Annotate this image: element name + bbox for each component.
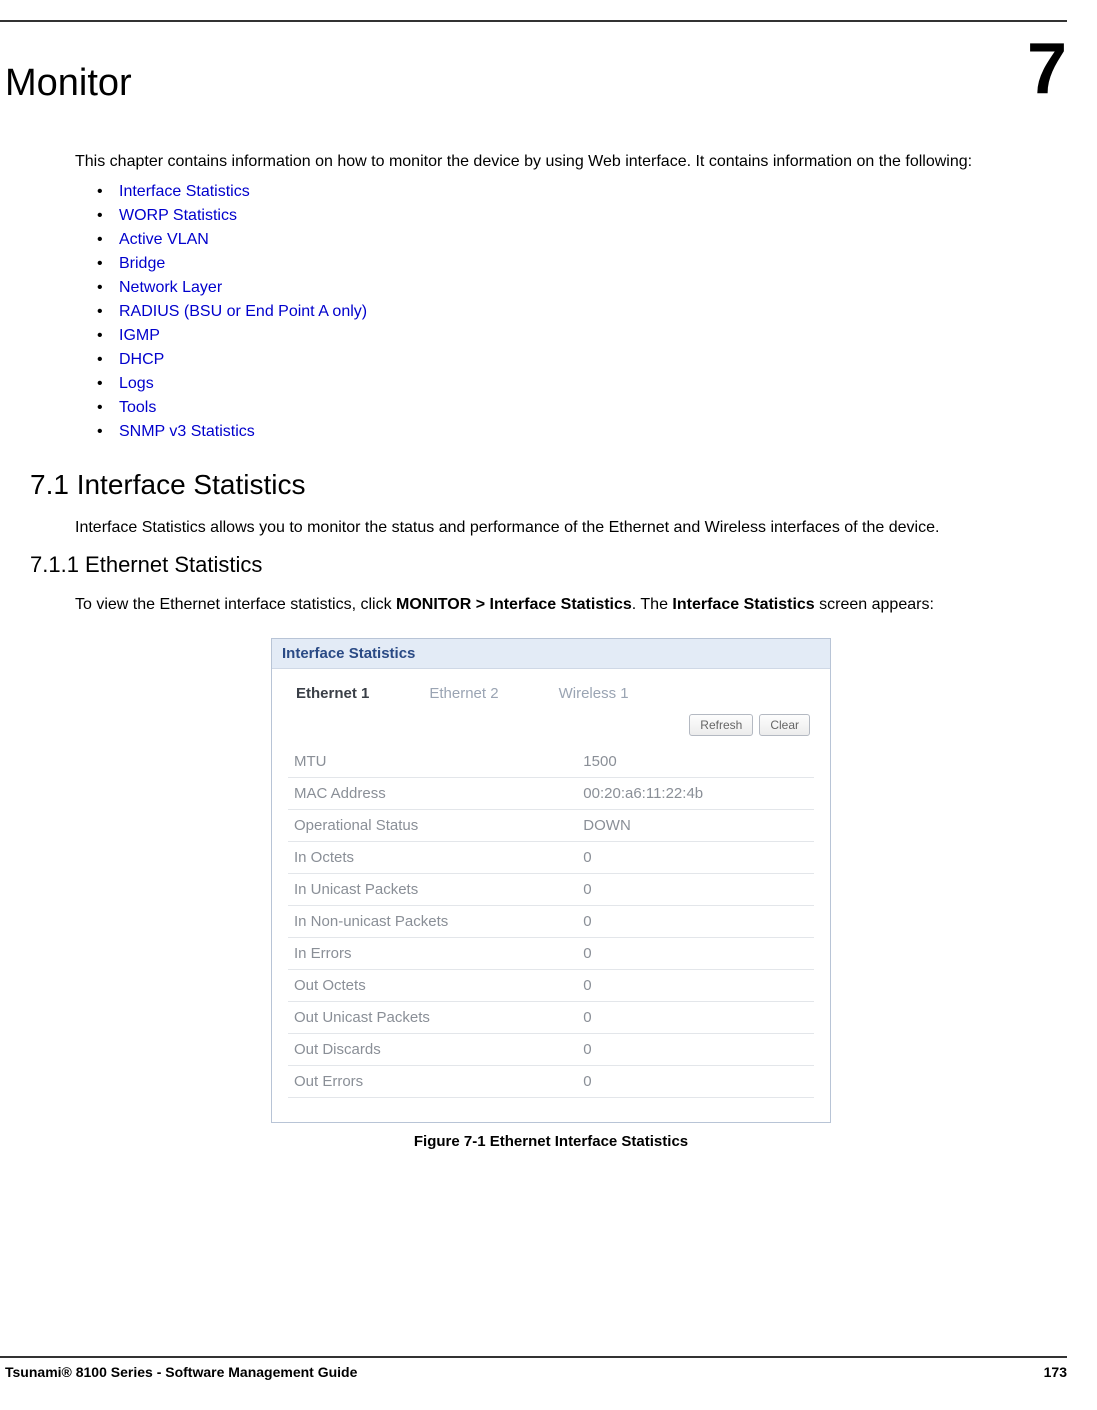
stat-label-operational-status: Operational Status: [288, 809, 577, 841]
table-row: Out Unicast Packets0: [288, 1001, 814, 1033]
section-7-1-text: Interface Statistics allows you to monit…: [75, 517, 1027, 539]
stat-label-out-unicast-packets: Out Unicast Packets: [288, 1001, 577, 1033]
section-7-1-1-text: To view the Ethernet interface statistic…: [75, 594, 1027, 616]
stat-val-operational-status: DOWN: [577, 809, 814, 841]
toc-link-worp-statistics[interactable]: WORP Statistics: [119, 207, 237, 224]
toc-link-igmp[interactable]: IGMP: [119, 327, 160, 344]
interface-statistics-panel: Interface Statistics Ethernet 1 Ethernet…: [271, 638, 831, 1123]
toc-link-network-layer[interactable]: Network Layer: [119, 279, 222, 296]
toc-link-dhcp[interactable]: DHCP: [119, 351, 164, 368]
table-row: Out Errors0: [288, 1065, 814, 1097]
stat-label-in-errors: In Errors: [288, 937, 577, 969]
stat-label-out-errors: Out Errors: [288, 1065, 577, 1097]
sec711-bold2: Interface Statistics: [672, 596, 814, 613]
toc-link-logs[interactable]: Logs: [119, 375, 154, 392]
stat-val-mtu: 1500: [577, 746, 814, 778]
table-row: In Octets0: [288, 841, 814, 873]
toc-link-bridge[interactable]: Bridge: [119, 255, 165, 272]
table-row: Out Discards0: [288, 1033, 814, 1065]
stat-val-in-unicast-packets: 0: [577, 873, 814, 905]
stat-val-out-discards: 0: [577, 1033, 814, 1065]
sec711-post: screen appears:: [815, 596, 934, 613]
table-row: Out Octets0: [288, 969, 814, 1001]
stat-val-out-unicast-packets: 0: [577, 1001, 814, 1033]
tab-ethernet-1[interactable]: Ethernet 1: [296, 685, 369, 702]
figure-caption: Figure 7-1 Ethernet Interface Statistics: [75, 1133, 1027, 1150]
stat-val-in-errors: 0: [577, 937, 814, 969]
stat-val-in-non-unicast-packets: 0: [577, 905, 814, 937]
toc-link-active-vlan[interactable]: Active VLAN: [119, 231, 209, 248]
toc-link-tools[interactable]: Tools: [119, 399, 156, 416]
panel-tabs: Ethernet 1 Ethernet 2 Wireless 1: [288, 681, 814, 714]
toc-link-snmp-v3[interactable]: SNMP v3 Statistics: [119, 423, 255, 440]
stat-label-out-discards: Out Discards: [288, 1033, 577, 1065]
chapter-title: Monitor: [5, 62, 132, 105]
clear-button[interactable]: Clear: [759, 714, 810, 736]
stat-label-in-unicast-packets: In Unicast Packets: [288, 873, 577, 905]
refresh-button[interactable]: Refresh: [689, 714, 753, 736]
stats-table: MTU1500 MAC Address00:20:a6:11:22:4b Ope…: [288, 746, 814, 1098]
stat-label-mac-address: MAC Address: [288, 777, 577, 809]
table-row: MTU1500: [288, 746, 814, 778]
stat-label-in-octets: In Octets: [288, 841, 577, 873]
stat-label-mtu: MTU: [288, 746, 577, 778]
toc-link-interface-statistics[interactable]: Interface Statistics: [119, 183, 250, 200]
stat-val-mac-address: 00:20:a6:11:22:4b: [577, 777, 814, 809]
stat-label-in-non-unicast-packets: In Non-unicast Packets: [288, 905, 577, 937]
panel-title: Interface Statistics: [272, 639, 830, 669]
stat-val-in-octets: 0: [577, 841, 814, 873]
table-row: MAC Address00:20:a6:11:22:4b: [288, 777, 814, 809]
stat-label-out-octets: Out Octets: [288, 969, 577, 1001]
table-row: In Unicast Packets0: [288, 873, 814, 905]
table-row: In Errors0: [288, 937, 814, 969]
intro-text: This chapter contains information on how…: [75, 151, 1027, 173]
toc-list: Interface Statistics WORP Statistics Act…: [75, 183, 1027, 441]
chapter-number: 7: [1027, 37, 1067, 102]
stat-val-out-errors: 0: [577, 1065, 814, 1097]
sec711-mid: . The: [632, 596, 673, 613]
page-footer: Tsunami® 8100 Series - Software Manageme…: [0, 1348, 1097, 1380]
toc-link-radius[interactable]: RADIUS (BSU or End Point A only): [119, 303, 367, 320]
section-7-1-1-heading: 7.1.1 Ethernet Statistics: [30, 552, 1027, 578]
footer-left: Tsunami® 8100 Series - Software Manageme…: [5, 1364, 357, 1380]
stat-val-out-octets: 0: [577, 969, 814, 1001]
table-row: In Non-unicast Packets0: [288, 905, 814, 937]
section-7-1-heading: 7.1 Interface Statistics: [30, 469, 1027, 501]
table-row: Operational StatusDOWN: [288, 809, 814, 841]
footer-page-number: 173: [1044, 1364, 1067, 1380]
sec711-bold1: MONITOR > Interface Statistics: [396, 596, 632, 613]
sec711-pre: To view the Ethernet interface statistic…: [75, 596, 396, 613]
tab-wireless-1[interactable]: Wireless 1: [559, 685, 629, 702]
tab-ethernet-2[interactable]: Ethernet 2: [429, 685, 498, 702]
